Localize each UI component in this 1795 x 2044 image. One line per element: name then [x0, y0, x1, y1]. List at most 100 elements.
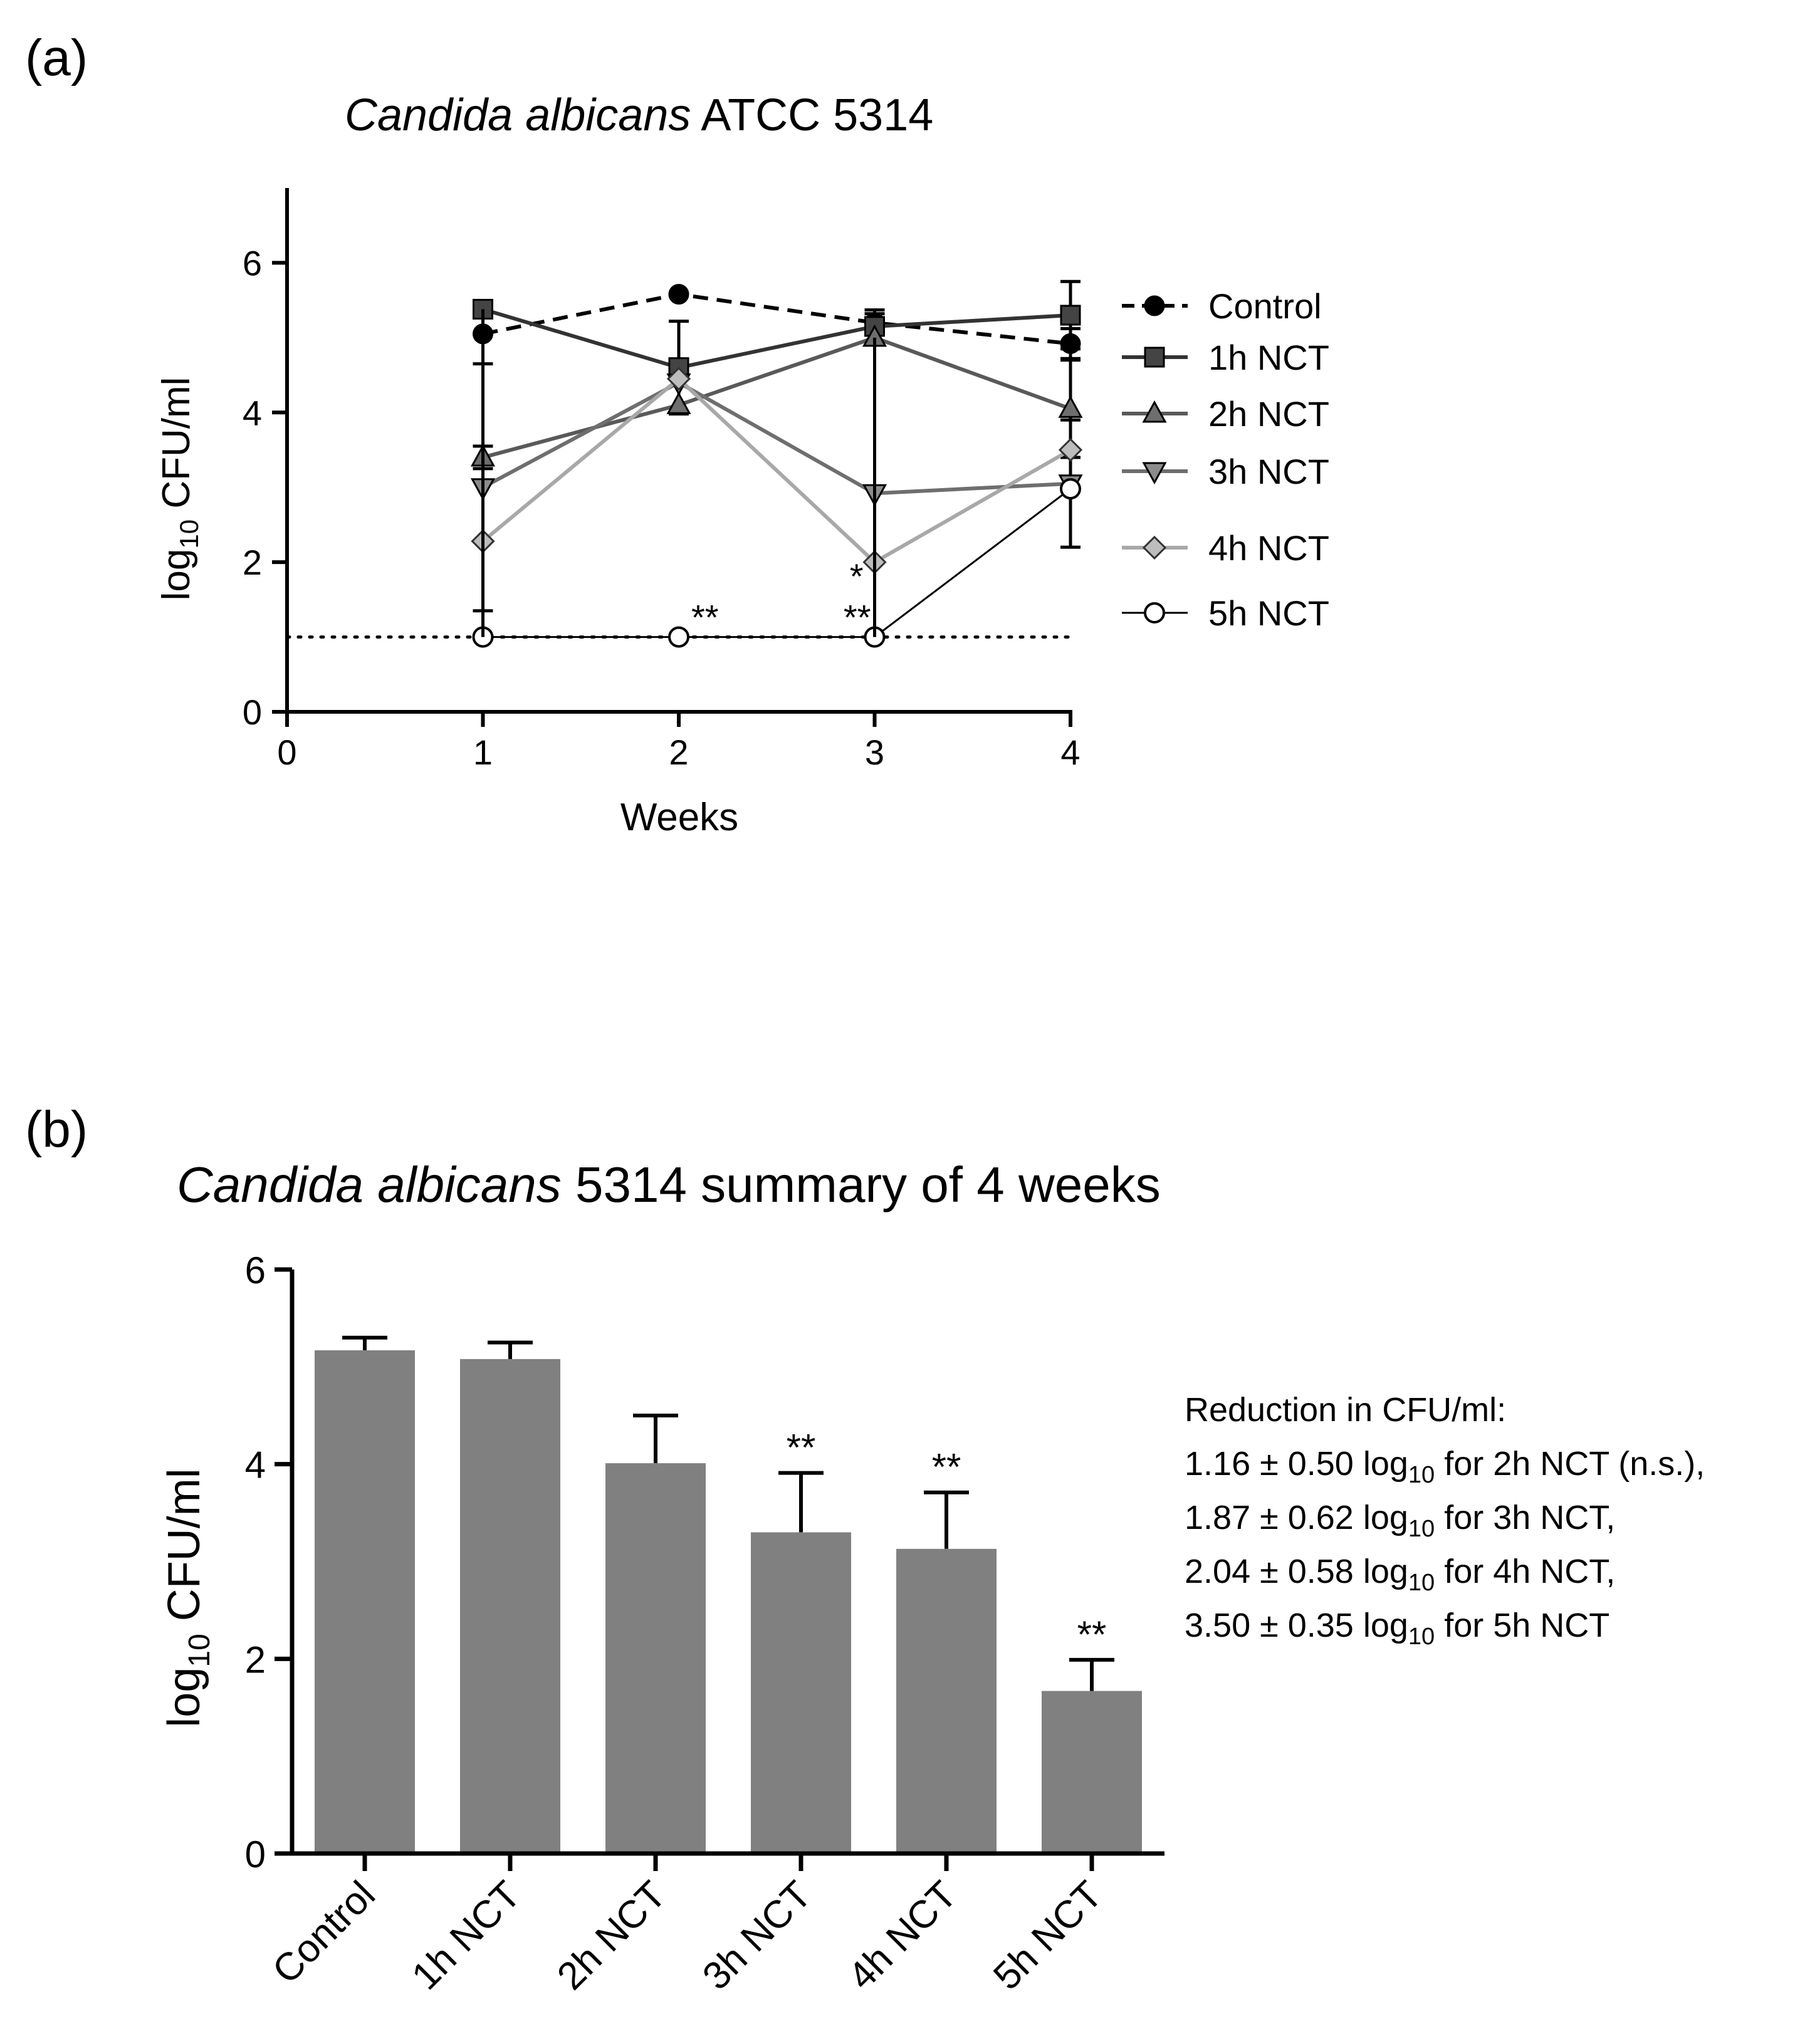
bar-group-4h-nct: ** — [896, 1446, 997, 1854]
bar-group-control — [315, 1335, 415, 1854]
panel-a-title-italic: Candida albicans — [345, 90, 691, 140]
data-point-4h-nct — [666, 367, 691, 391]
bar-significance: ** — [1077, 1614, 1107, 1656]
reduction-note-line: 3.50 ± 0.35 log10 for 5h NCT — [1185, 1607, 1609, 1650]
significance-marker: ** — [691, 598, 719, 637]
data-point-1h-nct — [1144, 347, 1165, 368]
panel-a-x-tick-label: 1 — [473, 733, 493, 772]
legend-item: Control — [1122, 286, 1322, 326]
bar — [896, 1548, 997, 1854]
panel-a-title-rest: ATCC 5314 — [691, 90, 933, 140]
note-line-post: for 4h NCT, — [1435, 1553, 1615, 1590]
panel-a-ylabel-sub: 10 — [174, 519, 204, 549]
panel-a-y-tick-label: 4 — [243, 393, 262, 432]
panel-b-x-tick-label: 4h NCT — [840, 1873, 965, 1998]
bar-group-5h-nct: ** — [1042, 1614, 1142, 1854]
significance-marker: ** — [844, 598, 871, 637]
panel-b-x-tick-label: Control — [264, 1873, 384, 1992]
panel-a-series — [470, 279, 1083, 648]
series-5h-nct — [472, 478, 1081, 648]
bar-group-2h-nct — [605, 1414, 706, 1854]
data-point-5h-nct — [668, 626, 689, 648]
note-line-post: for 3h NCT, — [1435, 1499, 1615, 1536]
bar — [315, 1350, 415, 1854]
data-point-5h-nct — [1060, 478, 1081, 500]
bar-significance: ** — [932, 1446, 961, 1488]
reduction-note: Reduction in CFU/ml: 1.16 ± 0.50 log10 f… — [1185, 1391, 1705, 1650]
legend-item: 2h NCT — [1122, 394, 1329, 434]
series-4h-nct — [471, 367, 1083, 575]
note-line-pre: 2.04 ± 0.58 log — [1185, 1553, 1408, 1590]
panel-a: (a) Candida albicans ATCC 5314 0 2 4 6 0 1 2 3 4… — [25, 29, 1329, 839]
series-1h-nct — [473, 279, 1081, 416]
panel-b-ylabel-sub: 10 — [183, 1634, 216, 1667]
panel-b-title-rest: 5314 summary of 4 weeks — [562, 1157, 1161, 1212]
series-line — [482, 307, 1071, 370]
series-line — [482, 380, 1071, 496]
panel-b-label: (b) — [25, 1101, 88, 1158]
legend-label: 1h NCT — [1208, 338, 1329, 377]
panel-a-x-tick-label: 2 — [669, 733, 688, 772]
panel-b-title: Candida albicans 5314 summary of 4 weeks — [177, 1157, 1161, 1212]
panel-b-x-tick-label: 5h NCT — [985, 1873, 1111, 1998]
note-line-pre: 3.50 ± 0.35 log — [1185, 1607, 1408, 1644]
series-line — [482, 335, 1072, 459]
reduction-note-line: 1.16 ± 0.50 log10 for 2h NCT (n.s.), — [1185, 1445, 1705, 1488]
legend-item: 4h NCT — [1122, 528, 1329, 568]
panel-b-y-axis-label: log10 CFU/ml — [159, 1468, 216, 1727]
panel-a-significance: ** *** — [691, 556, 871, 637]
data-point-4h-nct — [1058, 437, 1083, 462]
legend-item: 3h NCT — [1122, 452, 1329, 491]
panel-a-x-tick-label: 3 — [865, 733, 884, 772]
reduction-note-line: 1.87 ± 0.62 log10 for 3h NCT, — [1185, 1499, 1615, 1542]
panel-b-title-italic: Candida albicans — [177, 1157, 562, 1212]
data-point-control — [668, 284, 689, 305]
data-point-2h-nct — [1058, 395, 1083, 418]
panel-b-ylabel-pre: log — [159, 1667, 209, 1728]
note-line-sub: 10 — [1408, 1516, 1435, 1542]
significance-marker: * — [850, 556, 864, 596]
panel-b-x-tick-label: 2h NCT — [549, 1873, 674, 1998]
series-line — [482, 292, 1071, 346]
panel-a-axes: 0 2 4 6 0 1 2 3 4 — [243, 188, 1081, 772]
note-line-sub: 10 — [1408, 1462, 1435, 1488]
panel-a-x-tick-label: 4 — [1060, 733, 1080, 772]
panel-b-x-tick-label: 3h NCT — [694, 1873, 820, 1998]
bar — [1042, 1691, 1142, 1854]
legend-item: 1h NCT — [1122, 338, 1329, 377]
note-line-post: for 2h NCT (n.s.), — [1435, 1445, 1705, 1483]
panel-b-y-tick-label: 0 — [245, 1833, 266, 1875]
reduction-note-line: 2.04 ± 0.58 log10 for 4h NCT, — [1185, 1553, 1615, 1596]
legend-label: 5h NCT — [1208, 593, 1329, 633]
data-point-1h-nct — [1060, 305, 1081, 326]
note-line-pre: 1.16 ± 0.50 log — [1185, 1445, 1408, 1483]
data-point-3h-nct — [1142, 462, 1167, 485]
bar — [605, 1463, 706, 1854]
panel-a-y-tick-label: 6 — [243, 243, 262, 283]
bar-group-1h-nct — [460, 1340, 560, 1854]
legend-label: 4h NCT — [1208, 528, 1329, 568]
legend-item: 5h NCT — [1122, 593, 1329, 633]
legend-label: 3h NCT — [1208, 452, 1329, 491]
bar-significance: ** — [787, 1427, 816, 1469]
data-point-5h-nct — [1144, 602, 1165, 623]
panel-b-y-tick-label: 6 — [245, 1249, 266, 1291]
panel-a-ylabel-post: CFU/ml — [155, 377, 198, 519]
panel-b-ylabel-post: CFU/ml — [159, 1468, 209, 1634]
note-line-sub: 10 — [1408, 1570, 1435, 1596]
data-point-2h-nct — [666, 392, 691, 414]
legend-label: 2h NCT — [1208, 394, 1329, 434]
series-line — [483, 488, 1071, 639]
data-point-2h-nct — [1142, 400, 1167, 423]
note-line-post: for 5h NCT — [1435, 1607, 1609, 1644]
data-point-control — [1144, 295, 1165, 316]
panel-a-label: (a) — [25, 29, 88, 86]
panel-a-x-axis-label: Weeks — [620, 796, 738, 839]
panel-b-y-tick-label: 4 — [245, 1444, 266, 1486]
bar — [460, 1358, 560, 1854]
legend-label: Control — [1208, 286, 1322, 326]
panel-a-title: Candida albicans ATCC 5314 — [345, 90, 933, 140]
panel-a-ylabel-pre: log — [155, 549, 198, 601]
bar-group-3h-nct: ** — [751, 1427, 851, 1854]
